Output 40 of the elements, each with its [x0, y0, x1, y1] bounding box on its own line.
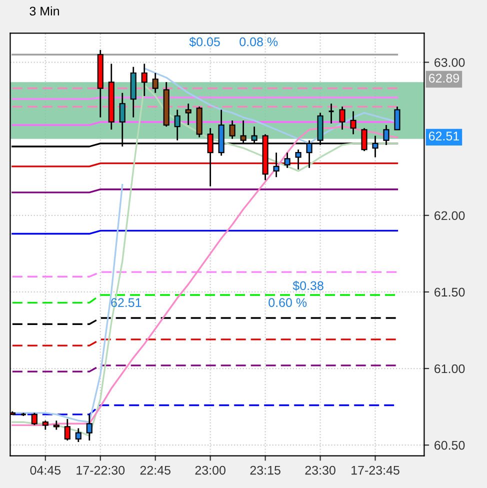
candlestick [42, 420, 48, 430]
candlestick [383, 124, 390, 146]
annotation: $0.38 [292, 280, 324, 291]
candlestick [229, 120, 236, 140]
x-tick-label: 17-23:45 [352, 466, 400, 475]
candlestick [31, 412, 38, 426]
candlestick [339, 106, 346, 130]
x-tick-label: 23:30 [305, 466, 336, 475]
y-tick-label: 61.50 [434, 288, 465, 297]
y-tick-label: 61.00 [434, 364, 465, 374]
y-tick-label: 62.00 [434, 211, 465, 220]
candlestick [152, 72, 158, 94]
candlestick [64, 418, 70, 442]
annotation: 0.08 % [240, 37, 278, 46]
x-tick-label: 23:15 [250, 466, 280, 475]
text: 62.89 [428, 74, 460, 83]
candlestick [350, 110, 356, 135]
annotation: $0.05 [189, 36, 220, 48]
chart-title: 3 Min [30, 6, 59, 16]
x-tick-label: 17-22:30 [76, 466, 125, 475]
x-tick-label: 04:45 [30, 466, 61, 475]
candlestick [372, 135, 378, 158]
y-tick-label: 63.00 [434, 58, 465, 67]
candlestick [86, 414, 92, 442]
candlestick [295, 148, 302, 170]
x-tick-label: 23:00 [195, 466, 226, 475]
candlestick [75, 428, 82, 443]
candlestick [53, 420, 60, 430]
x-tick-label: 22:45 [140, 466, 170, 475]
candlestick [174, 109, 180, 142]
candlestick [361, 127, 368, 152]
candlestick [141, 63, 148, 97]
text: 62.51 [428, 132, 459, 140]
candlestick [394, 106, 400, 130]
candlestick [185, 102, 192, 126]
candlestick [273, 152, 280, 178]
annotation: 0.60 % [268, 298, 307, 308]
y-tick-label: 60.50 [434, 440, 465, 450]
candlestick [284, 152, 290, 169]
annotation: 62.51 [111, 298, 142, 308]
